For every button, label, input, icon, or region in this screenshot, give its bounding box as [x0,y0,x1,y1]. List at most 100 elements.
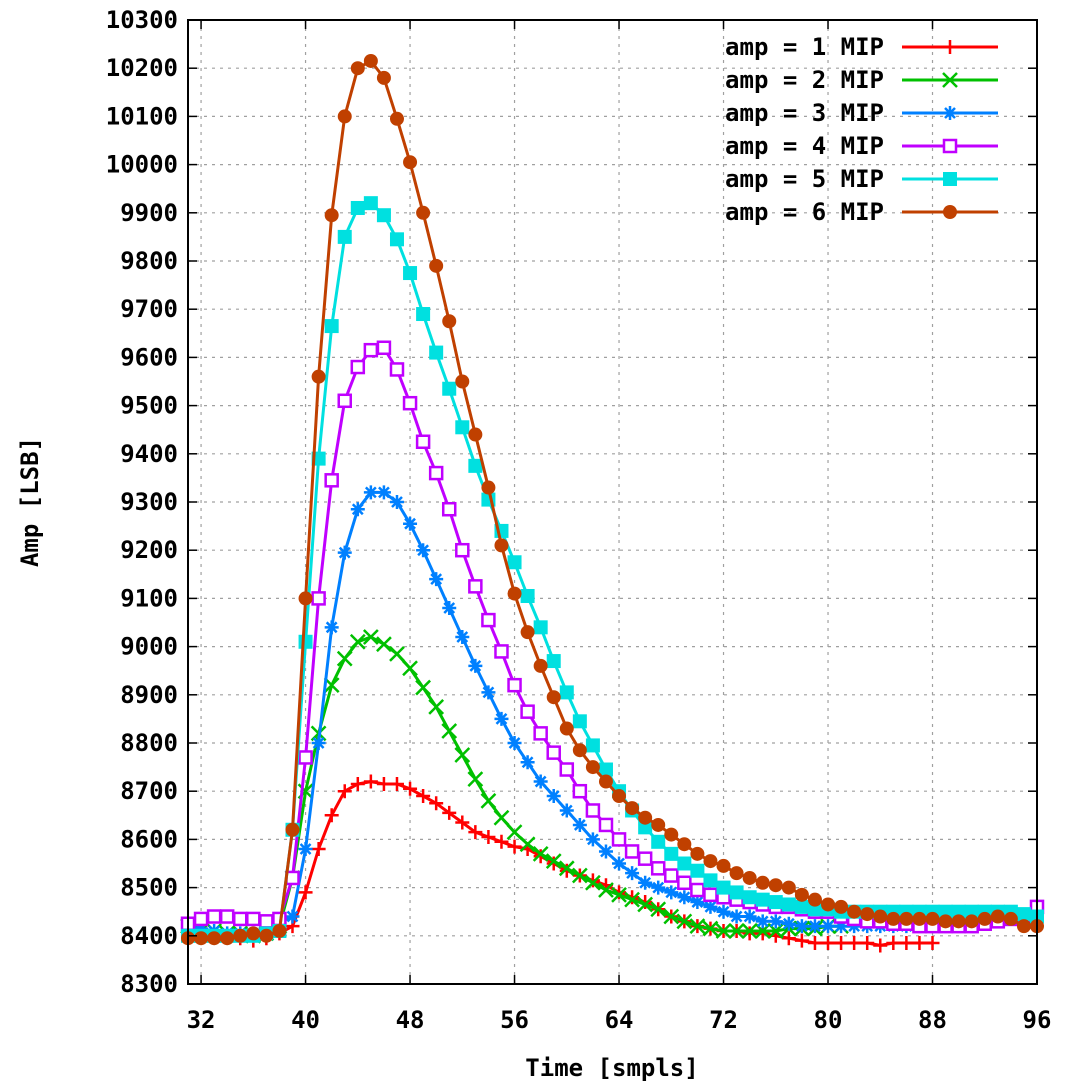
y-tick-label: 9800 [120,247,178,275]
data-point [942,138,958,154]
data-point [703,887,718,903]
data-point [455,629,470,644]
data-point [860,936,875,951]
legend-item-3: amp = 3 MIP [725,99,998,127]
legend-item-1: amp = 1 MIP [725,33,998,61]
data-point [729,885,744,900]
data-point [494,644,509,659]
data-point [259,914,274,929]
data-point [507,736,522,750]
data-point [558,860,575,877]
data-point [899,936,914,951]
data-point [794,887,809,902]
data-point [716,880,731,895]
data-point [755,892,770,907]
data-point [350,200,365,215]
data-point [942,72,958,88]
data-point [702,920,719,937]
data-point [533,620,548,635]
x-tick-label: 64 [605,1006,634,1034]
data-point [363,342,379,358]
data-point [416,789,431,804]
data-point [467,771,484,788]
data-point [507,677,522,693]
data-point [455,542,470,558]
data-point [389,232,404,247]
data-point [507,555,522,570]
data-point [638,820,653,835]
data-point [206,909,222,924]
x-tick-label: 40 [291,1006,320,1034]
data-point [468,458,483,473]
data-point [794,919,809,934]
data-point [847,936,862,951]
data-point [429,572,444,587]
data-point [520,588,535,603]
data-point [402,395,418,411]
y-tick-label: 10000 [106,151,178,179]
data-point [468,825,483,840]
data-point [807,902,822,917]
data-point [571,867,588,884]
data-point [350,502,365,517]
data-point [964,904,979,919]
data-point [350,776,365,791]
data-point [455,374,470,389]
data-point [664,868,679,883]
data-point [781,880,796,895]
data-point [768,895,783,910]
plot-frame [187,19,1038,985]
data-point [585,803,601,818]
data-point [246,911,261,927]
data-point [912,936,927,951]
y-tick-label: 9100 [120,584,178,612]
data-point [376,636,392,653]
data-point [194,931,209,946]
data-point [506,824,523,841]
data-point [519,836,536,853]
data-point [834,919,849,934]
data-point [311,591,326,606]
data-point [729,866,744,881]
data-point [834,899,849,914]
data-point [925,936,940,951]
data-point [455,420,470,435]
data-point [585,832,600,847]
data-point [494,834,509,849]
x-tick-label: 32 [187,1006,216,1034]
legend-label: amp = 6 MIP [725,198,884,226]
data-point [441,501,457,517]
data-point [729,909,744,924]
data-point [943,40,957,54]
data-point [311,842,326,857]
data-point [742,890,757,905]
data-point [546,789,561,804]
data-point [664,846,679,861]
x-tick-label: 80 [814,1006,843,1034]
data-point [429,258,444,273]
y-tick-label: 10100 [106,102,178,130]
axes: 8300 8400 8500 8600 8700 8800 8900 9000 9100 9200… [106,6,1052,1034]
legend-label: amp = 1 MIP [725,33,884,61]
data-point [689,918,706,935]
data-point [716,858,731,873]
data-point [938,904,953,919]
data-point [821,919,836,934]
y-tick-label: 9200 [120,536,178,564]
data-point [533,658,548,673]
y-tick-label: 9300 [120,488,178,516]
data-point [598,844,613,859]
data-point [441,723,458,739]
data-point [324,620,339,635]
data-point [821,936,836,951]
data-point [349,633,366,650]
data-point [572,714,587,729]
data-point [336,650,353,667]
y-tick-label: 9000 [120,633,178,661]
data-point [585,874,601,891]
data-point [481,480,496,495]
data-point [494,711,509,726]
y-tick-label: 8700 [120,777,178,805]
data-point [416,307,431,322]
